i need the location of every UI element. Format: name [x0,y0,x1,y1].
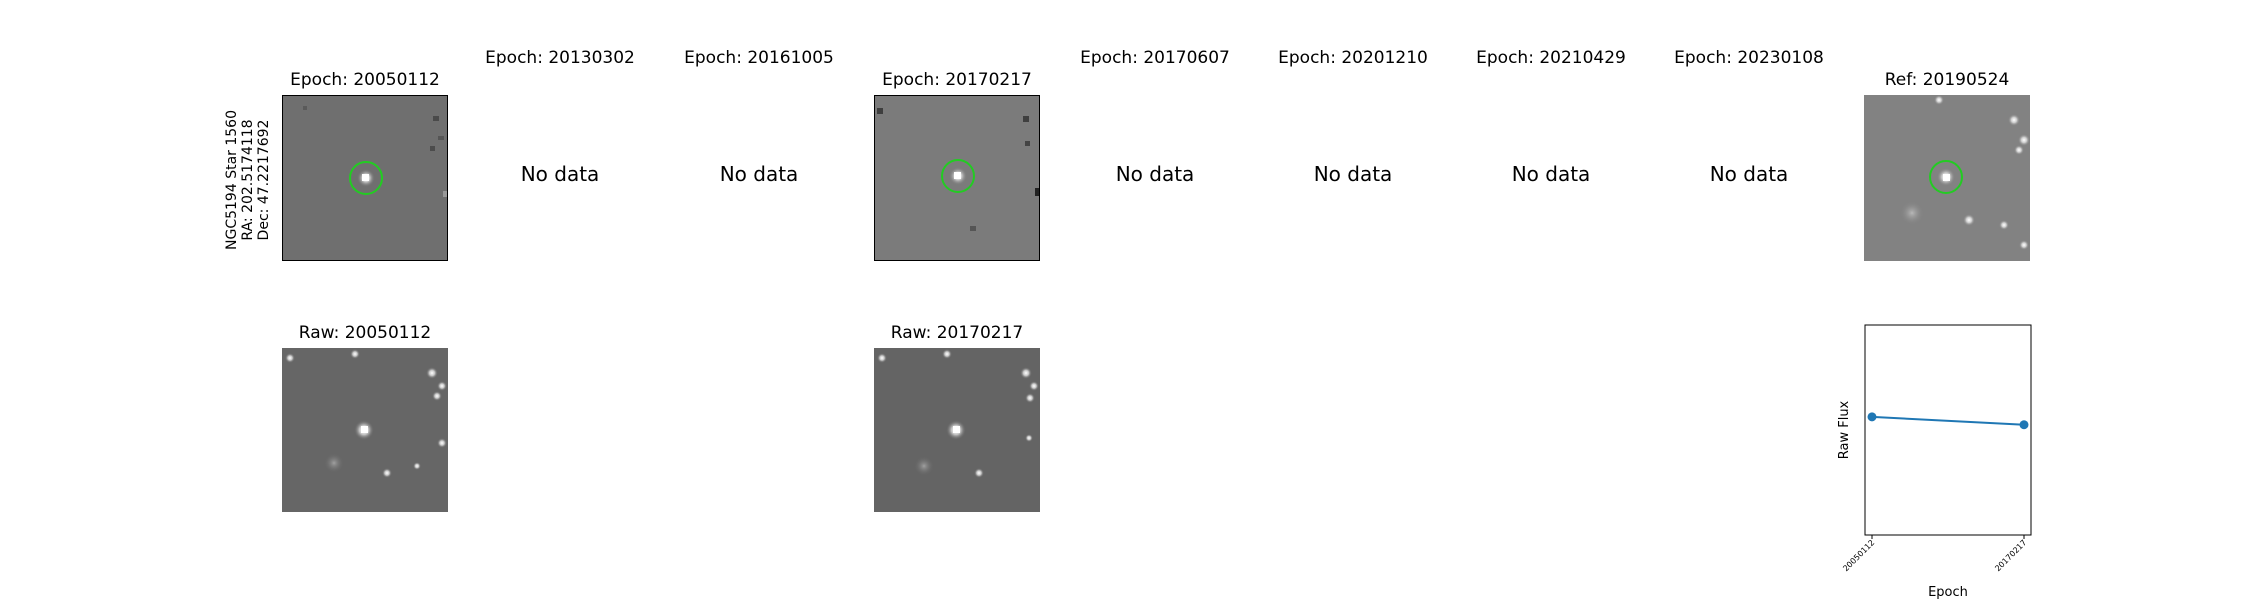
target-circle-4 [941,159,975,193]
no-data-3: No data [719,162,799,186]
raw-image-1 [282,348,448,512]
epoch-title-8: Epoch: 20230108 [1674,48,1824,68]
ref-image [1864,95,2030,261]
no-data-7: No data [1511,162,1591,186]
star-info-label: NGC5194 Star 1560 RA: 202.5174118 Dec: 4… [218,110,278,250]
no-data-6: No data [1313,162,1393,186]
epoch-title-6: Epoch: 20201210 [1278,48,1428,68]
star-dec: Dec: 47.2217692 [256,119,272,241]
target-circle-ref [1929,160,1963,194]
no-data-8: No data [1709,162,1789,186]
x-axis-label: Epoch [1928,585,1968,600]
epoch-title-4: Epoch: 20170217 [882,70,1032,90]
epoch-title-5: Epoch: 20170607 [1080,48,1230,68]
x-tick-label-1: 20170217 [1993,538,2028,573]
epoch-title-1: Epoch: 20050112 [290,70,440,90]
star-name: NGC5194 Star 1560 [224,110,240,250]
epoch-title-7: Epoch: 20210429 [1476,48,1626,68]
target-circle-1 [349,161,383,195]
epoch-title-2: Epoch: 20130302 [485,48,635,68]
raw-title-1: Raw: 20050112 [298,323,432,343]
no-data-5: No data [1115,162,1195,186]
epoch-image-1 [282,95,448,261]
plot-frame [1864,324,2032,536]
x-tick-label-0: 20050112 [1841,538,1876,573]
no-data-2: No data [520,162,600,186]
raw-title-2: Raw: 20170217 [890,323,1024,343]
ref-title: Ref: 20190524 [1884,70,2010,90]
data-point-1 [2019,420,2029,430]
data-point-0 [1867,412,1877,422]
raw-image-2 [874,348,1040,512]
flux-chart-svg: Raw Flux Epoch 20050112 20170217 [1837,324,2032,600]
star-ra: RA: 202.5174118 [240,119,256,241]
flux-chart: Raw Flux Epoch 20050112 20170217 [1830,320,2070,600]
y-axis-label: Raw Flux [1837,400,1852,459]
epoch-image-4 [874,95,1040,261]
epoch-title-3: Epoch: 20161005 [684,48,834,68]
series-line-0 [1871,415,2025,426]
